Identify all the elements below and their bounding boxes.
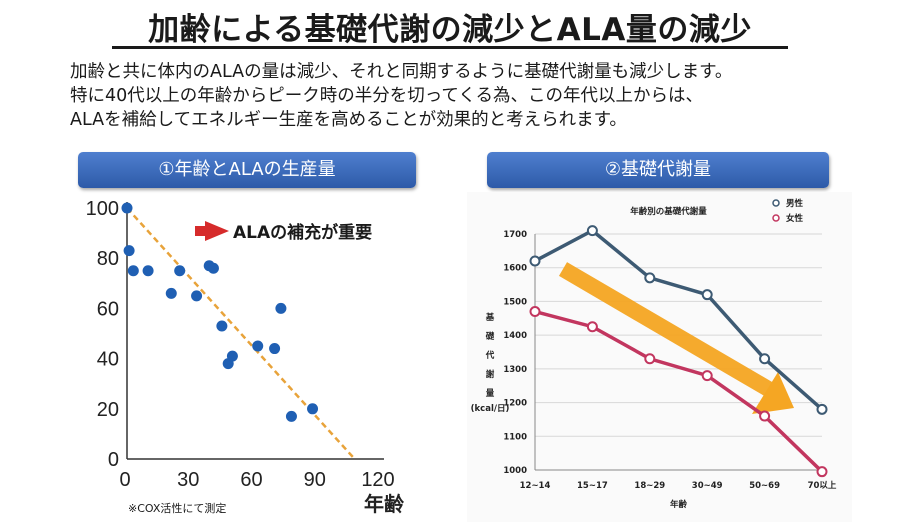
x-tick-label: 0 (119, 469, 130, 491)
red-arrow-icon (195, 221, 229, 241)
intro-line: 特に40代以上の年齢からピーク時の半分を切ってくる為、この年代以上からは、 (70, 86, 704, 106)
x-tick-label: 30 (177, 469, 199, 491)
chart-annotation: ALAの補充が重要 (233, 223, 373, 243)
x-axis-title: 年齢 (364, 492, 405, 516)
scatter-point (307, 403, 319, 415)
scatter-point (191, 290, 203, 302)
bmr-chart-background (467, 192, 852, 522)
y-tick-label: 100 (86, 198, 119, 220)
scatter-point (127, 265, 139, 277)
x-tick-label: 120 (361, 469, 394, 491)
y-tick-label: 20 (97, 399, 119, 421)
x-tick-label: 90 (304, 469, 326, 491)
scatter-point (174, 265, 186, 277)
intro-line: ALAを補給してエネルギー生産を高めることが効果的と考えられます。 (70, 110, 627, 130)
scatter-point (216, 320, 228, 332)
measurement-note: ※COX活性にて測定 (128, 502, 227, 515)
x-tick-label: 60 (240, 469, 262, 491)
scatter-point (207, 262, 219, 274)
trend-line (126, 207, 356, 460)
scatter-point (123, 245, 135, 257)
scatter-point (203, 260, 215, 272)
scatter-point (121, 202, 133, 214)
title-underline (112, 46, 788, 49)
intro-line: 加齢と共に体内のALAの量は減少、それと同期するように基礎代謝量も減少します。 (70, 62, 733, 82)
scatter-point (275, 302, 287, 314)
y-tick-label: 0 (108, 449, 119, 471)
scatter-point (165, 287, 177, 299)
y-tick-label: 40 (97, 349, 119, 371)
scatter-point (226, 350, 238, 362)
y-tick-label: 80 (97, 248, 119, 270)
y-tick-label: 60 (97, 298, 119, 320)
scatter-point (142, 265, 154, 277)
scatter-point (285, 410, 297, 422)
page-title: 加齢による基礎代謝の減少とALA量の減少 (148, 12, 752, 48)
scatter-point (252, 340, 264, 352)
scatter-point (222, 358, 234, 370)
intro-text: 加齢と共に体内のALAの量は減少、それと同期するように基礎代謝量も減少します。 … (70, 60, 732, 132)
panel-header-ala: ①年齢とALAの生産量 (78, 152, 416, 188)
panel-header-bmr: ②基礎代謝量 (487, 152, 829, 188)
scatter-point (269, 343, 281, 355)
